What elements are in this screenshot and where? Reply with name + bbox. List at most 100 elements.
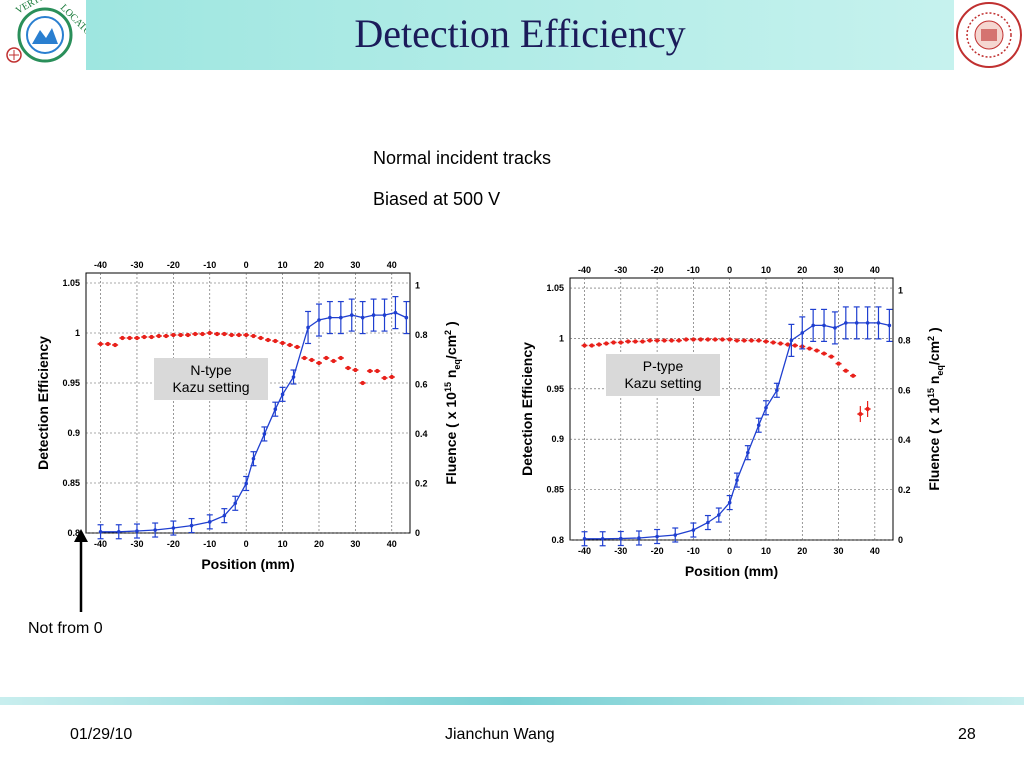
y-tick-label: 0.85 [62,478,80,488]
efficiency-point [698,337,703,342]
x-top-tick-label: -30 [130,260,143,270]
efficiency-point [193,331,198,337]
efficiency-point [200,331,205,337]
efficiency-point [346,365,351,371]
efficiency-point [604,341,609,346]
efficiency-point [389,374,394,380]
x-top-tick-label: 40 [870,265,880,275]
y-tick-label: 0.95 [62,378,80,388]
y-axis-title: Detection Efficiency [519,342,535,476]
fluence-point [116,529,121,534]
efficiency-point [611,340,616,345]
fluence-point [244,481,248,486]
x-top-tick-label: 30 [350,260,360,270]
efficiency-point [705,337,711,342]
efficiency-point [113,342,118,348]
efficiency-point [229,332,234,338]
efficiency-point [684,337,689,342]
y-tick-label: 0.85 [546,485,564,495]
fluence-point [328,315,332,320]
fluence-point [600,536,605,541]
efficiency-point [367,368,373,374]
x-tick-label: 0 [727,546,732,556]
x-tick-label: -30 [130,539,143,549]
y2-tick-label: 0 [898,535,903,545]
y-tick-label: 0.8 [67,528,80,538]
efficiency-point [134,335,140,341]
fluence-point [811,323,815,328]
efficiency-point [287,342,292,348]
efficiency-point [375,368,380,374]
chart2-label-box: P-type Kazu setting [606,354,720,396]
efficiency-point [163,333,169,339]
efficiency-point [309,357,314,363]
fluence-point [280,392,285,397]
fluence-point [854,321,859,325]
fluence-point [349,313,354,317]
x-top-tick-label: -10 [687,265,700,275]
fluence-point [382,313,387,317]
y2-tick-label: 0.4 [898,435,911,445]
y-tick-label: 0.95 [546,384,564,394]
fluence-point [339,315,343,320]
x-tick-label: -20 [651,546,664,556]
note-normal-incident: Normal incident tracks [373,148,552,168]
footer-page-number: 28 [958,726,976,743]
y2-tick-label: 0.8 [898,335,911,345]
efficiency-point [338,355,343,361]
x-axis-title: Position (mm) [201,556,294,572]
chart-1: -40-40-30-30-20-20-10-100010102020303040… [35,260,462,572]
chart2-label-line2: Kazu setting [624,375,702,391]
efficiency-point [382,375,387,381]
arrow-up-icon [74,529,88,612]
fluence-point [262,432,267,436]
efficiency-point [244,332,249,338]
x-tick-label: 10 [278,539,288,549]
y2-tick-label: 0 [415,528,420,538]
efficiency-point [625,339,631,344]
fluence-point [273,407,278,411]
note-biased: Biased at 500 V [373,189,501,209]
y-axis-title: Detection Efficiency [35,336,51,470]
efficiency-point [258,335,263,341]
chart1-label-box: N-type Kazu setting [154,358,268,400]
efficiency-point [713,337,718,342]
x-tick-label: 30 [350,539,360,549]
x-top-tick-label: 20 [797,265,807,275]
efficiency-point [792,343,798,348]
x-tick-label: 20 [797,546,807,556]
efficiency-point [640,339,645,344]
x-top-tick-label: -30 [614,265,627,275]
fluence-point [371,313,376,317]
fluence-point [655,534,659,539]
efficiency-point [691,337,696,342]
efficiency-point [142,334,147,340]
y2-tick-label: 0.4 [415,429,428,439]
efficiency-point [236,332,241,338]
efficiency-point [105,341,110,347]
y2-tick-label: 0.2 [898,485,911,495]
fluence-point [291,375,296,379]
title-bar [86,0,954,70]
x-tick-label: 20 [314,539,324,549]
fluence-point [393,310,398,315]
efficiency-point [807,346,812,351]
x-top-tick-label: 20 [314,260,324,270]
efficiency-point [280,340,285,346]
efficiency-point [669,338,674,343]
fluence-point [789,338,794,343]
efficiency-point [858,411,863,417]
chart-frame [85,272,411,534]
fluence-point [876,321,881,325]
x-top-tick-label: -40 [94,260,107,270]
fluence-point [673,533,678,537]
fluence-point [706,520,710,525]
fluence-point [207,520,212,524]
efficiency-point [843,368,848,373]
x-top-tick-label: 0 [244,260,249,270]
efficiency-point [171,332,176,338]
efficiency-point [589,343,594,348]
efficiency-point [596,342,602,347]
fluence-point [404,315,409,320]
